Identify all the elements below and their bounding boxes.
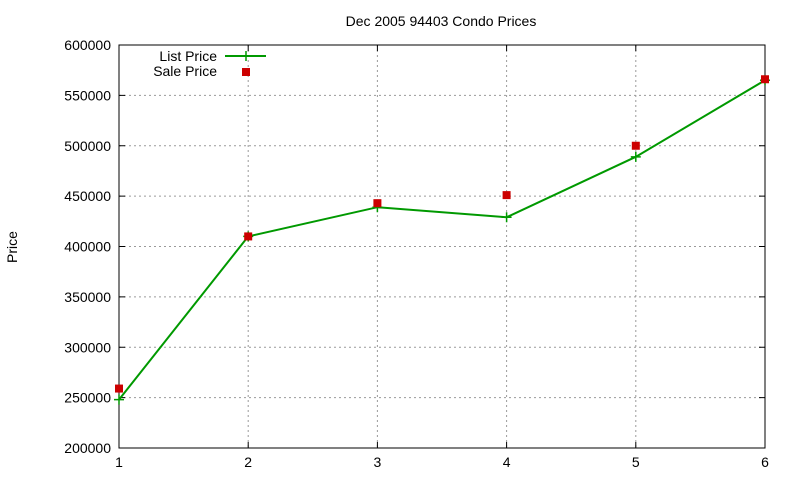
chart-title: Dec 2005 94403 Condo Prices [346, 13, 537, 29]
sale-price-point [373, 199, 382, 208]
y-tick-label: 400000 [64, 239, 111, 255]
sale-price-point [631, 141, 640, 150]
legend: List Price Sale Price [153, 48, 266, 79]
legend-marker-list-price [241, 51, 251, 61]
sale-price-point [115, 384, 123, 393]
x-tick-label: 2 [244, 454, 252, 470]
sale-price-point [761, 75, 769, 84]
series-layer [114, 75, 770, 405]
x-tick-label: 5 [632, 454, 640, 470]
y-tick-label: 600000 [64, 37, 111, 53]
list-price-point [114, 394, 124, 405]
x-tick-label: 6 [761, 454, 769, 470]
x-tick-label: 1 [115, 454, 123, 470]
y-axis-label: Price [4, 231, 20, 263]
series-line-list-price [118, 79, 766, 401]
y-tick-label: 500000 [64, 138, 111, 154]
y-tick-label: 300000 [64, 339, 111, 355]
grid [119, 45, 765, 448]
legend-marker-sale-price [242, 68, 250, 76]
legend-label-list-price: List Price [159, 48, 217, 64]
list-price-point [501, 212, 512, 223]
y-tick-label: 200000 [64, 440, 111, 456]
axis-ticks: 200000 250000 300000 350000 400000 450000 5000… [64, 37, 769, 470]
y-tick-label: 550000 [64, 87, 111, 103]
y-tick-label: 450000 [64, 188, 111, 204]
y-tick-label: 350000 [64, 289, 111, 305]
list-price-point [630, 151, 641, 162]
x-tick-label: 4 [503, 454, 511, 470]
y-tick-label: 250000 [64, 390, 111, 406]
legend-label-sale-price: Sale Price [153, 63, 217, 79]
sale-price-point [502, 191, 511, 200]
sale-price-point [244, 232, 253, 241]
x-tick-label: 3 [374, 454, 382, 470]
